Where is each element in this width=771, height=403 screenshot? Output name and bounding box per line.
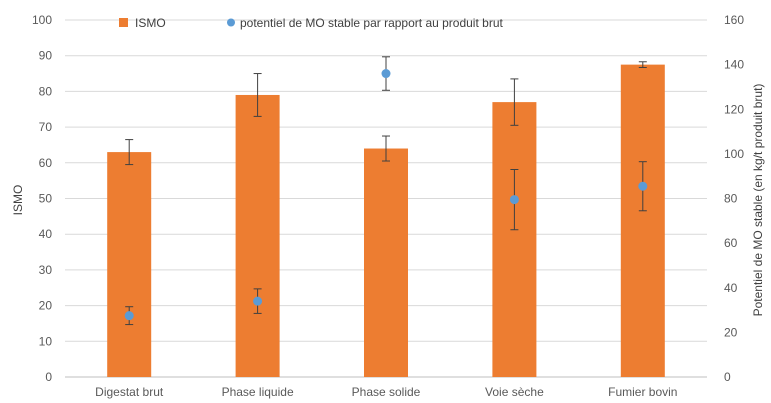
y-tick-label: 0: [45, 370, 52, 384]
bar-ismo: [107, 152, 152, 377]
legend-marker-potentiel: [227, 18, 235, 27]
y-tick-label: 40: [39, 227, 53, 241]
y-tick-label: 80: [39, 84, 53, 98]
y2-tick-label: 0: [724, 370, 731, 384]
x-tick-label: Phase liquide: [222, 385, 294, 399]
tick-labels: 0 10 20 30 40 50 60 70 80 90 100 0 20 40 60 80 100 120 140…: [32, 13, 744, 399]
legend-label-potentiel: potentiel de MO stable par rapport au pr…: [240, 16, 503, 30]
y2-tick-label: 160: [724, 13, 744, 27]
bar-ismo: [364, 148, 408, 377]
y-tick-label: 30: [39, 263, 53, 277]
bar-ismo: [492, 102, 537, 378]
x-tick-label: Fumier bovin: [608, 385, 677, 399]
y-tick-label: 70: [39, 120, 53, 134]
point-potentiel: [253, 296, 263, 306]
bar-ismo: [235, 94, 280, 377]
y2-tick-label: 100: [724, 147, 744, 161]
y-tick-label: 60: [39, 156, 53, 170]
error-bar-ismo: [125, 139, 134, 166]
point-potentiel: [509, 195, 519, 205]
y-tick-label: 50: [39, 192, 53, 206]
bars: [107, 61, 665, 378]
point-potentiel: [638, 181, 648, 191]
error-bar-ismo: [253, 73, 262, 117]
y-tick-label: 100: [32, 13, 52, 27]
y-tick-label: 20: [39, 299, 53, 313]
point-potentiel: [124, 311, 134, 321]
x-tick-label: Digestat brut: [95, 385, 164, 399]
y2-tick-label: 140: [724, 58, 744, 72]
error-bar-ismo: [638, 61, 647, 68]
y2-tick-label: 40: [724, 281, 738, 295]
point-potentiel: [381, 69, 391, 79]
legend-label-ismo: ISMO: [135, 16, 166, 30]
y2-tick-label: 80: [724, 192, 738, 206]
bar-ismo: [620, 64, 665, 377]
y2-tick-label: 60: [724, 236, 738, 250]
y2-axis-title: Potentiel de MO stable (en kg/t produit …: [751, 84, 765, 317]
error-bar-ismo: [382, 135, 390, 162]
points: [124, 56, 648, 326]
x-tick-label: Phase solide: [352, 385, 421, 399]
legend: ISMO potentiel de MO stable par rapport …: [119, 16, 503, 30]
y2-tick-label: 120: [724, 102, 744, 116]
y2-tick-label: 20: [724, 325, 738, 339]
x-tick-label: Voie sèche: [485, 385, 544, 399]
y-axis-title: ISMO: [11, 185, 25, 216]
error-bar-ismo: [510, 78, 519, 126]
y-tick-label: 10: [39, 334, 53, 348]
y-tick-label: 90: [39, 49, 53, 63]
legend-swatch-ismo: [119, 18, 128, 27]
